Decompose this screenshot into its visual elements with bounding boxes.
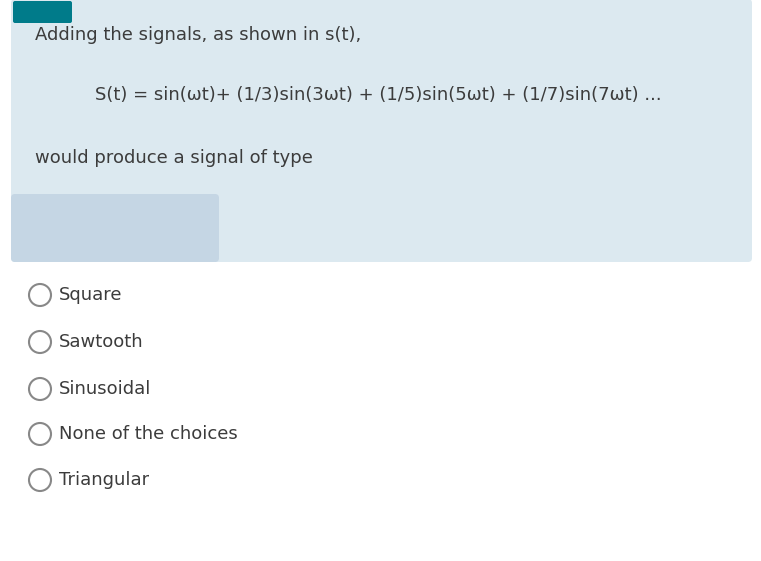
Circle shape <box>29 378 51 400</box>
Text: Sinusoidal: Sinusoidal <box>59 380 151 398</box>
Text: would produce a signal of type: would produce a signal of type <box>35 149 313 167</box>
Text: Adding the signals, as shown in s(t),: Adding the signals, as shown in s(t), <box>35 26 361 44</box>
Circle shape <box>29 469 51 491</box>
Circle shape <box>29 423 51 445</box>
Text: None of the choices: None of the choices <box>59 425 237 443</box>
Text: Square: Square <box>59 286 123 304</box>
Text: S(t) = sin(ωt)+ (1/3)sin(3ωt) + (1/5)sin(5ωt) + (1/7)sin(7ωt) ...: S(t) = sin(ωt)+ (1/3)sin(3ωt) + (1/5)sin… <box>95 86 661 104</box>
Circle shape <box>29 284 51 306</box>
Circle shape <box>29 331 51 353</box>
FancyBboxPatch shape <box>13 1 72 23</box>
Text: Sawtooth: Sawtooth <box>59 333 144 351</box>
Text: Triangular: Triangular <box>59 471 149 489</box>
FancyBboxPatch shape <box>11 194 219 262</box>
FancyBboxPatch shape <box>11 0 752 262</box>
